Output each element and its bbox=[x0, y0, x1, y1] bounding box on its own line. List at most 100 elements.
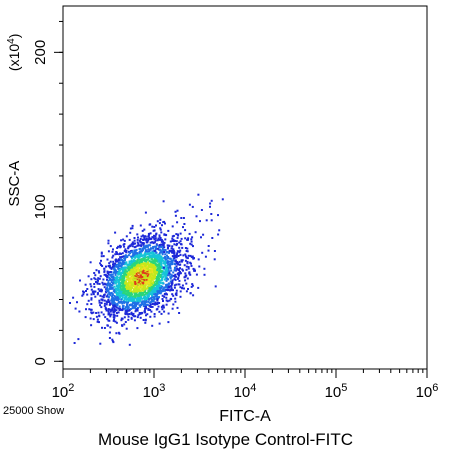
event-dot bbox=[144, 296, 147, 299]
event-dot bbox=[140, 262, 143, 265]
y-axis-label: SSC-A bbox=[6, 161, 23, 207]
event-dot bbox=[175, 256, 178, 259]
event-dot bbox=[177, 276, 180, 279]
event-dot bbox=[160, 240, 163, 243]
event-dot bbox=[130, 311, 133, 314]
event-dot bbox=[130, 277, 133, 280]
event-dot bbox=[101, 289, 103, 292]
event-dot bbox=[164, 292, 166, 295]
event-dot bbox=[158, 285, 161, 288]
event-dot bbox=[169, 240, 172, 243]
event-dot bbox=[113, 301, 116, 304]
event-dot bbox=[158, 267, 161, 270]
event-dot bbox=[180, 217, 183, 219]
event-dot bbox=[165, 267, 168, 270]
event-dot bbox=[109, 315, 112, 318]
event-dot bbox=[176, 236, 179, 239]
event-dot bbox=[141, 284, 144, 287]
event-dot bbox=[179, 232, 182, 235]
event-dot bbox=[140, 254, 143, 257]
event-dot bbox=[191, 205, 194, 208]
event-dot bbox=[194, 231, 197, 234]
event-dot bbox=[108, 264, 111, 267]
event-dot bbox=[108, 313, 111, 316]
event-dot bbox=[101, 295, 104, 298]
event-dot bbox=[149, 280, 152, 283]
event-dot bbox=[147, 308, 150, 311]
event-dot bbox=[94, 278, 97, 281]
event-dot bbox=[141, 297, 144, 300]
event-dot bbox=[184, 229, 187, 232]
event-dot bbox=[171, 307, 174, 310]
event-dot bbox=[142, 234, 144, 237]
event-dot bbox=[154, 275, 156, 278]
event-dot bbox=[98, 290, 101, 292]
event-dot bbox=[125, 273, 128, 276]
event-dot bbox=[137, 236, 139, 239]
event-dot bbox=[131, 296, 134, 299]
event-dot bbox=[123, 243, 126, 245]
event-dot bbox=[138, 295, 141, 297]
event-dot bbox=[164, 264, 167, 267]
event-dot bbox=[175, 283, 178, 286]
event-dot bbox=[110, 313, 113, 316]
event-dot bbox=[144, 260, 147, 263]
event-dot bbox=[78, 310, 81, 313]
event-dot bbox=[95, 312, 98, 314]
event-dot bbox=[167, 229, 170, 232]
event-dot bbox=[142, 297, 145, 300]
event-dot bbox=[168, 299, 171, 302]
event-dot bbox=[179, 286, 182, 289]
event-dot bbox=[166, 264, 169, 267]
event-dot bbox=[122, 274, 125, 277]
event-dot bbox=[145, 301, 148, 304]
event-dot bbox=[106, 276, 109, 279]
event-dot bbox=[135, 290, 138, 293]
event-dot bbox=[157, 273, 160, 276]
event-dot bbox=[125, 289, 128, 292]
event-dot bbox=[134, 276, 137, 279]
event-dot bbox=[122, 270, 125, 272]
event-dot bbox=[185, 274, 188, 277]
event-dot bbox=[194, 269, 196, 272]
event-dot bbox=[148, 292, 151, 295]
event-dot bbox=[106, 274, 109, 277]
event-dot bbox=[200, 236, 202, 239]
event-dot bbox=[126, 288, 129, 291]
event-dot bbox=[115, 281, 118, 284]
event-dot bbox=[165, 285, 168, 288]
event-dot bbox=[96, 320, 99, 323]
event-dot bbox=[121, 293, 124, 296]
event-dot bbox=[162, 242, 165, 245]
event-dot bbox=[164, 261, 167, 264]
event-dot bbox=[151, 270, 154, 273]
event-dot bbox=[104, 316, 107, 319]
event-dot bbox=[157, 237, 160, 240]
event-dot bbox=[103, 304, 106, 307]
event-dot bbox=[114, 305, 117, 308]
y-multiplier-text: (x10 bbox=[6, 44, 22, 71]
event-dot bbox=[143, 266, 146, 269]
event-dot bbox=[134, 297, 136, 300]
event-dot bbox=[96, 281, 99, 284]
event-dot bbox=[147, 252, 150, 255]
event-dot bbox=[145, 259, 148, 261]
event-dot bbox=[148, 275, 151, 278]
event-dot bbox=[126, 278, 129, 281]
event-dot bbox=[119, 258, 122, 261]
event-dot bbox=[110, 281, 113, 283]
event-dot bbox=[157, 260, 160, 263]
event-dot bbox=[153, 315, 156, 318]
event-dot bbox=[164, 233, 167, 236]
event-dot bbox=[158, 235, 161, 238]
event-dot bbox=[170, 274, 173, 277]
event-dot bbox=[99, 342, 102, 345]
event-dot bbox=[155, 224, 157, 227]
event-dot bbox=[108, 301, 110, 303]
event-dot bbox=[150, 297, 153, 299]
event-dot bbox=[158, 254, 161, 257]
event-dot bbox=[178, 279, 181, 282]
event-dot bbox=[162, 262, 165, 265]
event-dot bbox=[156, 298, 159, 301]
event-dot bbox=[130, 291, 133, 294]
